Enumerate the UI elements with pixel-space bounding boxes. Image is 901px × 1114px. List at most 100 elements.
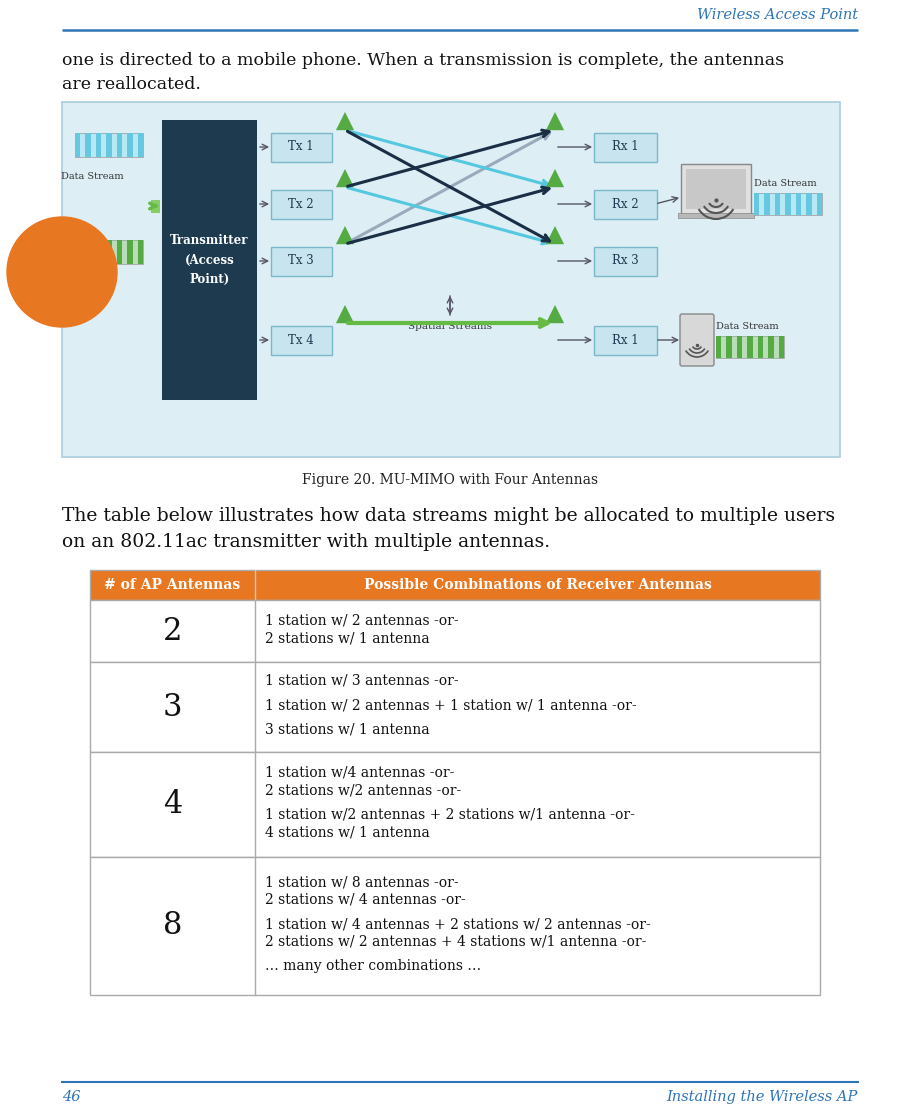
- Text: 46: 46: [62, 1089, 80, 1104]
- Text: Data Stream: Data Stream: [60, 172, 123, 180]
- Text: Tx 1: Tx 1: [288, 140, 314, 154]
- Text: 2 stations w/2 antennas -or-: 2 stations w/2 antennas -or-: [265, 783, 461, 798]
- Text: Rx 2: Rx 2: [612, 197, 638, 211]
- Polygon shape: [546, 226, 564, 244]
- Text: are reallocated.: are reallocated.: [62, 76, 201, 92]
- FancyBboxPatch shape: [270, 189, 332, 218]
- Bar: [96, 133, 101, 157]
- Polygon shape: [336, 305, 354, 323]
- FancyBboxPatch shape: [270, 246, 332, 275]
- Text: Installing the Wireless AP: Installing the Wireless AP: [667, 1089, 858, 1104]
- Bar: [138, 133, 143, 157]
- Polygon shape: [546, 169, 564, 187]
- Text: 1 station w/ 4 antennas + 2 stations w/ 2 antennas -or-: 1 station w/ 4 antennas + 2 stations w/ …: [265, 917, 651, 931]
- Bar: [127, 133, 132, 157]
- Text: Rx 1: Rx 1: [612, 140, 638, 154]
- Polygon shape: [336, 226, 354, 244]
- Bar: [117, 133, 122, 157]
- Bar: [786, 193, 790, 215]
- Text: 2 stations w/ 1 antenna: 2 stations w/ 1 antenna: [265, 631, 430, 645]
- Bar: [90, 857, 820, 995]
- Bar: [96, 240, 101, 264]
- Text: 1 station w/ 2 antennas -or-: 1 station w/ 2 antennas -or-: [265, 614, 459, 627]
- Bar: [748, 336, 752, 358]
- Bar: [796, 193, 801, 215]
- FancyBboxPatch shape: [594, 133, 657, 162]
- Text: on an 802.11ac transmitter with multiple antennas.: on an 802.11ac transmitter with multiple…: [62, 532, 551, 551]
- FancyBboxPatch shape: [270, 325, 332, 354]
- Text: Tx 2: Tx 2: [288, 197, 314, 211]
- Text: 1 station w/2 antennas + 2 stations w/1 antenna -or-: 1 station w/2 antennas + 2 stations w/1 …: [265, 808, 635, 822]
- Bar: [817, 193, 822, 215]
- Bar: [106, 240, 112, 264]
- FancyBboxPatch shape: [681, 164, 751, 214]
- Bar: [75, 133, 143, 157]
- FancyBboxPatch shape: [270, 133, 332, 162]
- Bar: [75, 240, 143, 264]
- Bar: [162, 120, 257, 400]
- Text: 2: 2: [163, 616, 182, 646]
- Text: Possible Combinations of Receiver Antennas: Possible Combinations of Receiver Antenn…: [364, 578, 712, 592]
- Text: 4 stations w/ 1 antenna: 4 stations w/ 1 antenna: [265, 825, 430, 840]
- Text: 8: 8: [163, 910, 182, 941]
- Bar: [726, 336, 732, 358]
- Polygon shape: [546, 113, 564, 130]
- Bar: [778, 336, 784, 358]
- Polygon shape: [546, 305, 564, 323]
- Bar: [90, 570, 820, 600]
- Text: Spatial Streams: Spatial Streams: [408, 322, 492, 331]
- Bar: [737, 336, 742, 358]
- Bar: [769, 336, 774, 358]
- FancyBboxPatch shape: [680, 314, 714, 367]
- Text: 2 stations w/ 4 antennas -or-: 2 stations w/ 4 antennas -or-: [265, 892, 466, 907]
- Bar: [90, 752, 820, 857]
- Bar: [62, 102, 840, 457]
- Bar: [127, 240, 132, 264]
- Text: 1 station w/ 2 antennas + 1 station w/ 1 antenna -or-: 1 station w/ 2 antennas + 1 station w/ 1…: [265, 698, 637, 712]
- Bar: [75, 133, 80, 157]
- FancyArrow shape: [151, 199, 160, 213]
- Text: Rx 3: Rx 3: [612, 254, 639, 267]
- Bar: [716, 336, 721, 358]
- Bar: [86, 133, 91, 157]
- Bar: [686, 169, 746, 209]
- Text: one is directed to a mobile phone. When a transmission is complete, the antennas: one is directed to a mobile phone. When …: [62, 52, 784, 69]
- FancyBboxPatch shape: [594, 189, 657, 218]
- Bar: [90, 662, 820, 752]
- Bar: [806, 193, 812, 215]
- Text: 1 station w/4 antennas -or-: 1 station w/4 antennas -or-: [265, 766, 454, 780]
- Text: Rx 1: Rx 1: [612, 333, 638, 346]
- Bar: [754, 193, 822, 215]
- FancyBboxPatch shape: [594, 246, 657, 275]
- Bar: [754, 193, 760, 215]
- Bar: [758, 336, 763, 358]
- Polygon shape: [336, 113, 354, 130]
- Text: 4: 4: [163, 789, 182, 820]
- Bar: [716, 336, 784, 358]
- Text: Data Stream: Data Stream: [754, 179, 816, 188]
- Text: 1 station w/ 8 antennas -or-: 1 station w/ 8 antennas -or-: [265, 876, 459, 889]
- Text: Transmitter
(Access
Point): Transmitter (Access Point): [170, 235, 249, 285]
- Bar: [90, 600, 820, 662]
- Text: Tx 4: Tx 4: [288, 333, 314, 346]
- Text: 3: 3: [163, 692, 182, 723]
- Text: # of AP Antennas: # of AP Antennas: [105, 578, 241, 592]
- Text: … many other combinations …: … many other combinations …: [265, 959, 481, 974]
- Text: Tx 3: Tx 3: [288, 254, 314, 267]
- Text: 2 stations w/ 2 antennas + 4 stations w/1 antenna -or-: 2 stations w/ 2 antennas + 4 stations w/…: [265, 935, 646, 949]
- Bar: [117, 240, 122, 264]
- Text: The table below illustrates how data streams might be allocated to multiple user: The table below illustrates how data str…: [62, 507, 835, 525]
- Bar: [106, 133, 112, 157]
- Bar: [75, 240, 80, 264]
- Bar: [86, 240, 91, 264]
- Text: 3 stations w/ 1 antenna: 3 stations w/ 1 antenna: [265, 723, 430, 736]
- Text: Data Stream: Data Stream: [716, 322, 778, 331]
- FancyBboxPatch shape: [594, 325, 657, 354]
- Circle shape: [7, 217, 117, 328]
- Bar: [775, 193, 780, 215]
- Bar: [138, 240, 143, 264]
- Text: 1 station w/ 3 antennas -or-: 1 station w/ 3 antennas -or-: [265, 674, 459, 687]
- Bar: [764, 193, 769, 215]
- Polygon shape: [336, 169, 354, 187]
- Text: Wireless Access Point: Wireless Access Point: [696, 8, 858, 22]
